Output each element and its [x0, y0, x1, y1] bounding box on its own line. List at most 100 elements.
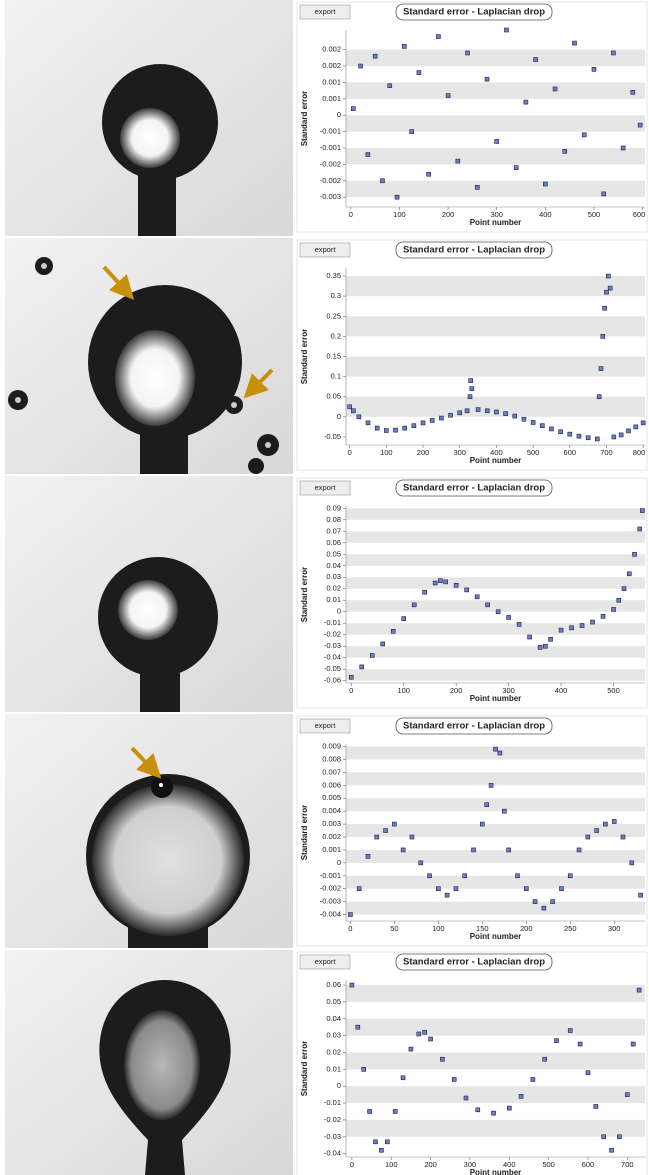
- y-tick-label: 0.15: [326, 351, 341, 360]
- data-point: [522, 417, 526, 421]
- export-button-label[interactable]: export: [315, 483, 337, 492]
- data-point: [602, 192, 606, 196]
- x-tick-label: 300: [608, 924, 621, 933]
- data-point: [469, 379, 473, 383]
- data-point: [568, 874, 572, 878]
- drop-image: [5, 714, 293, 948]
- data-point: [494, 410, 498, 414]
- data-point: [507, 615, 511, 619]
- x-tick-label: 100: [380, 448, 393, 457]
- data-point: [528, 635, 532, 639]
- x-axis-label: Point number: [470, 694, 522, 703]
- data-point: [360, 665, 364, 669]
- y-tick-label: 0: [337, 1081, 341, 1090]
- y-tick-label: 0.04: [326, 1014, 341, 1023]
- y-tick-label: -0.04: [324, 653, 341, 662]
- y-tick-label: 0: [337, 607, 341, 616]
- data-point: [349, 675, 353, 679]
- data-point: [568, 432, 572, 436]
- y-tick-label: -0.03: [324, 1132, 341, 1141]
- data-point: [531, 1077, 535, 1081]
- data-point: [502, 809, 506, 813]
- y-tick-label: -0.02: [324, 630, 341, 639]
- chart-panel: exportStandard error - Laplacian drop0.3…: [297, 240, 647, 470]
- data-point: [470, 387, 474, 391]
- data-point: [449, 413, 453, 417]
- data-point: [417, 1032, 421, 1036]
- x-tick-label: 200: [442, 210, 455, 219]
- y-tick-label: -0.03: [324, 641, 341, 650]
- data-point: [549, 637, 553, 641]
- data-point: [599, 367, 603, 371]
- y-axis-label: Standard error: [300, 1041, 309, 1097]
- data-point: [498, 751, 502, 755]
- x-tick-label: 500: [607, 686, 620, 695]
- data-point: [391, 629, 395, 633]
- data-point: [601, 334, 605, 338]
- data-point: [495, 139, 499, 143]
- data-point: [359, 64, 363, 68]
- y-tick-label: 0.001: [322, 845, 341, 854]
- x-tick-label: 100: [393, 210, 406, 219]
- data-point: [542, 906, 546, 910]
- data-point: [533, 900, 537, 904]
- y-tick-label: 0.001: [322, 94, 341, 103]
- data-point: [351, 409, 355, 413]
- y-tick-label: -0.004: [320, 910, 341, 919]
- data-point: [401, 1076, 405, 1080]
- data-point: [475, 185, 479, 189]
- data-point: [485, 77, 489, 81]
- data-point: [454, 583, 458, 587]
- grid-band: [346, 876, 645, 889]
- data-point: [507, 848, 511, 852]
- grid-band: [346, 115, 645, 131]
- x-tick-label: 0: [348, 924, 352, 933]
- y-tick-label: 0.002: [322, 832, 341, 841]
- data-point: [543, 182, 547, 186]
- data-point: [524, 887, 528, 891]
- x-tick-label: 300: [453, 448, 466, 457]
- data-point: [370, 653, 374, 657]
- data-point: [496, 610, 500, 614]
- data-point: [517, 622, 521, 626]
- y-tick-label: 0.05: [326, 392, 341, 401]
- data-point: [348, 405, 352, 409]
- data-point: [634, 425, 638, 429]
- export-button-label[interactable]: export: [315, 7, 337, 16]
- x-tick-label: 0: [349, 210, 353, 219]
- x-tick-label: 500: [542, 1160, 555, 1169]
- export-button-label[interactable]: export: [315, 245, 337, 254]
- export-button-label[interactable]: export: [315, 721, 337, 730]
- y-tick-label: 0.04: [326, 561, 341, 570]
- y-tick-label: 0.007: [322, 767, 341, 776]
- x-tick-label: 200: [450, 686, 463, 695]
- x-tick-label: 200: [520, 924, 533, 933]
- x-tick-label: 200: [417, 448, 430, 457]
- x-axis-label: Point number: [470, 218, 522, 227]
- data-point: [375, 835, 379, 839]
- data-point: [601, 614, 605, 618]
- data-point: [366, 854, 370, 858]
- data-point: [504, 28, 508, 32]
- data-point: [559, 887, 563, 891]
- y-tick-label: -0.002: [320, 159, 341, 168]
- data-point: [394, 428, 398, 432]
- x-tick-label: 100: [385, 1160, 398, 1169]
- data-point: [597, 395, 601, 399]
- data-point: [621, 146, 625, 150]
- data-point: [438, 579, 442, 583]
- export-button-label[interactable]: export: [315, 957, 337, 966]
- x-axis-label: Point number: [470, 1168, 522, 1175]
- y-tick-label: 0.05: [326, 549, 341, 558]
- grid-band: [346, 669, 645, 680]
- y-tick-label: 0.001: [322, 77, 341, 86]
- y-tick-label: 0.01: [326, 1064, 341, 1073]
- data-point: [445, 893, 449, 897]
- data-point: [608, 286, 612, 290]
- data-point: [384, 829, 388, 833]
- y-tick-label: -0.003: [320, 192, 341, 201]
- data-point: [402, 44, 406, 48]
- y-tick-label: 0: [337, 858, 341, 867]
- y-tick-label: 0.005: [322, 793, 341, 802]
